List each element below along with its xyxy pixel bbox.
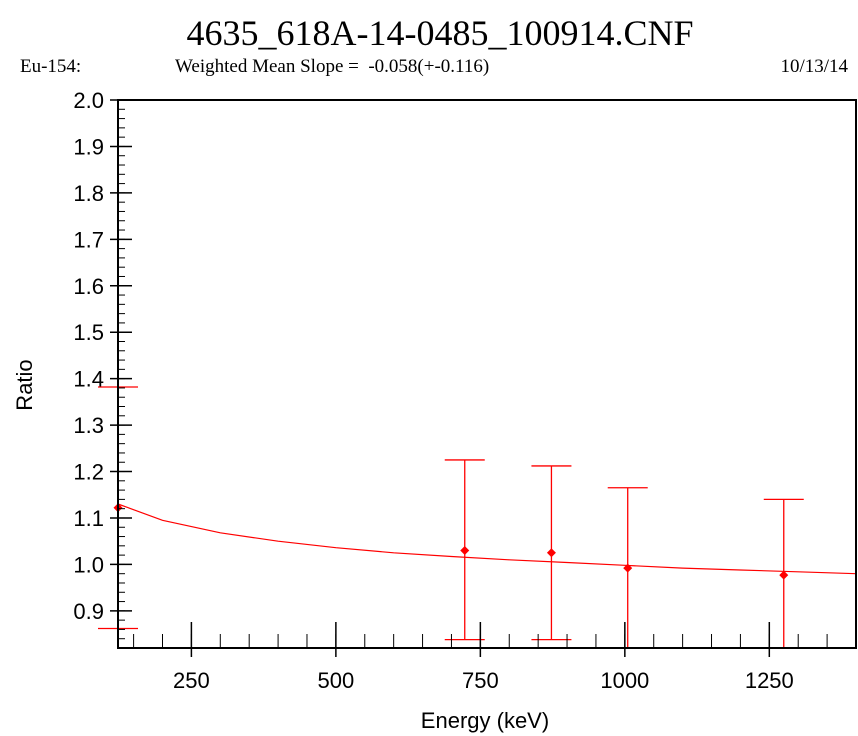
y-tick-label: 1.5 — [73, 320, 104, 345]
data-point — [460, 545, 470, 555]
y-tick-label: 1.9 — [73, 134, 104, 159]
x-tick-label: 500 — [318, 668, 355, 693]
y-tick-label: 1.4 — [73, 367, 104, 392]
nuclide-label: Eu-154: — [20, 56, 81, 77]
axes-layer: 0.9 1.0 1.1 1.2 1.3 1.4 1.5 1.6 1.7 1.8 1.9 2.0 250 5… — [73, 88, 857, 693]
data-point-group — [531, 465, 572, 641]
data-point-group — [444, 459, 485, 641]
plot-frame — [117, 99, 857, 649]
y-tick-label: 1.0 — [73, 552, 104, 577]
x-tick-label: 1000 — [600, 668, 649, 693]
slope-text: Weighted Mean Slope = -0.058(+-0.116) — [175, 56, 489, 77]
y-tick-label: 0.9 — [73, 599, 104, 624]
x-axis-label: Energy (keV) — [421, 708, 549, 733]
points-layer — [98, 386, 804, 649]
y-tick-label: 1.2 — [73, 460, 104, 485]
fit-layer — [117, 503, 857, 575]
y-tick-label: 1.8 — [73, 181, 104, 206]
y-tick-label: 2.0 — [73, 88, 104, 113]
x-tick-label: 750 — [462, 668, 499, 693]
y-tick-label: 1.1 — [73, 506, 104, 531]
data-point — [623, 563, 633, 573]
y-tick-label: 1.3 — [73, 413, 104, 438]
fit-curve — [117, 503, 857, 575]
chart-title: 4635_618A-14-0485_100914.CNF — [186, 13, 693, 53]
y-tick-label: 1.6 — [73, 274, 104, 299]
x-tick-label: 250 — [173, 668, 210, 693]
y-axis-label: Ratio — [12, 359, 37, 410]
data-point — [546, 548, 556, 558]
x-tick-label: 1250 — [745, 668, 794, 693]
data-point — [779, 570, 789, 580]
data-point-group — [607, 487, 648, 649]
date-label: 10/13/14 — [780, 56, 848, 77]
y-tick-label: 1.7 — [73, 227, 104, 252]
